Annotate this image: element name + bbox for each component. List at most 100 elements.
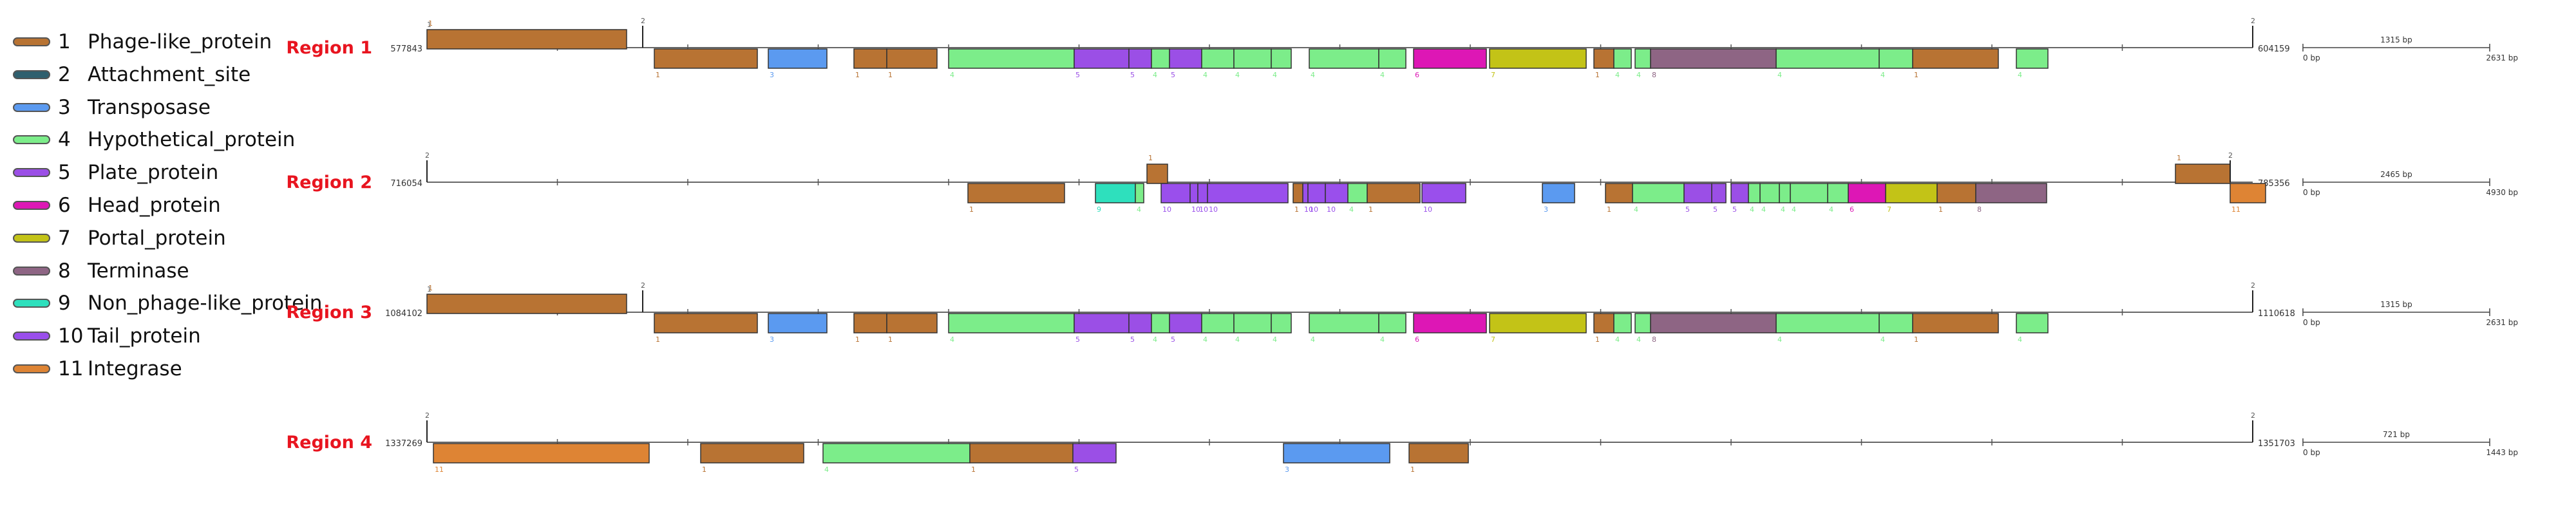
region-end-coordinate: 1351703 [2258, 439, 2295, 449]
gene-box [1201, 313, 1235, 333]
gene-number-label: 4 [824, 465, 829, 474]
legend-number: 6 [58, 194, 71, 217]
legend-swatch [13, 102, 50, 112]
gene-box [1759, 183, 1780, 203]
attachment-site-label: 2 [641, 17, 645, 25]
gene-box [1885, 183, 1938, 203]
gene-box [1827, 183, 1849, 203]
gene-box [768, 48, 828, 69]
gene-box [654, 48, 758, 69]
gene-box [948, 48, 1075, 69]
gene-box [1683, 183, 1712, 203]
gene-number-label: 4 [1636, 335, 1641, 344]
gene-box [1542, 183, 1575, 203]
gene-box [1730, 183, 1749, 203]
legend-number: 2 [58, 62, 71, 86]
attachment-site-label: 2 [425, 411, 430, 420]
legend-label: Transposase [88, 95, 211, 119]
gene-number-label: 3 [1285, 465, 1289, 474]
gene-box [1325, 183, 1349, 203]
gene-number-label: 3 [770, 71, 774, 79]
legend-number: 7 [58, 226, 71, 250]
scale-bar-start: 0 bp [2303, 318, 2320, 327]
gene-number-label: 6 [1415, 71, 1419, 79]
gene-number-label: 5 [1075, 71, 1080, 79]
gene-number-label: 10 [1162, 205, 1171, 214]
gene-number-label: 6 [1850, 205, 1854, 214]
gene-number-label: 4 [1615, 335, 1620, 344]
gene-box [1146, 164, 1168, 184]
gene-number-label: 10 [1327, 205, 1336, 214]
legend-number: 4 [58, 128, 71, 152]
gene-number-label: 4 [1235, 335, 1240, 344]
gene-number-label: 4 [1311, 335, 1315, 344]
gene-box [1378, 313, 1406, 333]
region-track: Region 1 577843 604159 1 1 1 3 1 1 4 5 5 4 5 4 4 4 4 4 6 7 1 4… [286, 17, 2518, 79]
gene-box [1128, 313, 1152, 333]
gene-number-label: 8 [1652, 335, 1656, 344]
scale-bar-length: 1315 bp [2380, 35, 2412, 44]
legend-label: Non_phage-like_protein [88, 292, 323, 315]
gene-number-label: 4 [1380, 335, 1385, 344]
gene-box [1347, 183, 1368, 203]
gene-box [853, 48, 887, 69]
gene-number-label: 1 [427, 285, 431, 294]
gene-number-label: 4 [1137, 205, 1141, 214]
gene-box [768, 313, 828, 333]
region-title: Region 4 [286, 433, 372, 453]
gene-number-label: 1 [888, 71, 893, 79]
legend-number: 10 [58, 324, 84, 348]
legend-item: 11 Integrase [13, 353, 182, 385]
gene-box [1593, 313, 1615, 333]
gene-box [1095, 183, 1136, 203]
gene-number-label: 1 [1914, 71, 1918, 79]
region-start-coordinate: 716054 [390, 179, 422, 189]
scale-bar-end: 1443 bp [2486, 448, 2518, 457]
gene-box [1632, 183, 1685, 203]
gene-box [1975, 183, 2047, 203]
legend-number: 8 [58, 259, 71, 283]
gene-number-label: 1 [855, 71, 860, 79]
legend-item: 8 Terminase [13, 255, 189, 287]
gene-number-label: 4 [1153, 335, 1157, 344]
gene-box [1790, 183, 1828, 203]
gene-box [853, 313, 887, 333]
gene-box [1650, 313, 1777, 333]
gene-box [1367, 183, 1421, 203]
region-start-coordinate: 1084102 [385, 309, 422, 319]
gene-number-label: 4 [1761, 205, 1766, 214]
gene-box [1189, 183, 1198, 203]
legend-item: 3 Transposase [13, 91, 211, 124]
gene-box [1650, 48, 1777, 69]
gene-number-label: 6 [1415, 335, 1419, 344]
gene-number-label: 1 [969, 205, 974, 214]
gene-number-label: 4 [1636, 71, 1641, 79]
gene-number-label: 4 [1829, 205, 1833, 214]
legend-swatch [13, 364, 50, 373]
gene-number-label: 1 [1607, 205, 1611, 214]
gene-number-label: 1 [1410, 465, 1415, 474]
gene-box [1593, 48, 1615, 69]
gene-number-label: 4 [1203, 335, 1208, 344]
legend-number: 1 [58, 30, 71, 53]
gene-box [1293, 183, 1303, 203]
gene-number-label: 4 [1880, 335, 1885, 344]
gene-number-label: 3 [1544, 205, 1548, 214]
gene-box [2016, 313, 2049, 333]
gene-box [1776, 48, 1880, 69]
gene-number-label: 4 [1273, 71, 1277, 79]
gene-number-label: 4 [1634, 205, 1638, 214]
legend-swatch [13, 168, 50, 178]
gene-box [1197, 183, 1208, 203]
gene-box [2230, 183, 2266, 203]
gene-box [1879, 313, 1913, 333]
region-title: Region 3 [286, 303, 372, 323]
gene-box [1634, 313, 1651, 333]
attachment-site-label: 2 [2228, 151, 2233, 160]
gene-number-label: 5 [1713, 205, 1718, 214]
gene-box [1937, 183, 1976, 203]
gene-number-label: 1 [1294, 205, 1299, 214]
gene-number-label: 4 [1273, 335, 1277, 344]
gene-number-label: 10 [1191, 205, 1200, 214]
legend-label: Tail_protein [88, 324, 201, 348]
